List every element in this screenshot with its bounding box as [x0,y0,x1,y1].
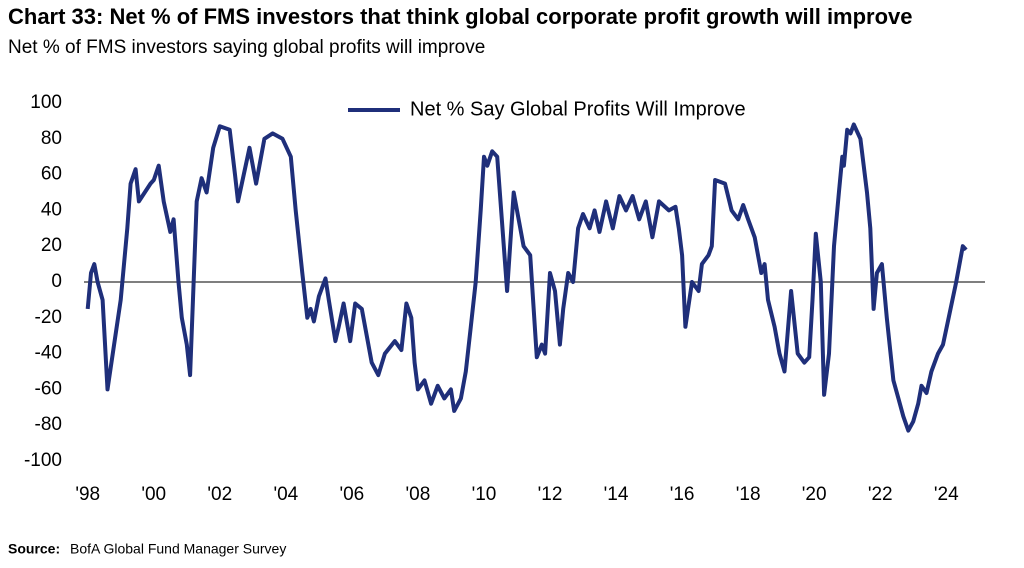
y-tick-label: 0 [51,271,62,292]
x-tick-label: '12 [538,484,563,505]
y-tick-label: 100 [30,92,62,113]
y-tick-label: -40 [35,343,62,364]
x-tick-label: '98 [75,484,100,505]
y-tick-label: -60 [35,378,62,399]
chart-subtitle: Net % of FMS investors saying global pro… [8,37,485,58]
x-tick-label: '16 [670,484,695,505]
x-tick-label: '20 [802,484,827,505]
series-line [85,122,968,433]
x-tick-label: '10 [472,484,497,505]
x-tick-label: '14 [604,484,629,505]
chart-title: Chart 33: Net % of FMS investors that th… [8,4,913,29]
y-tick-label: 60 [41,164,62,185]
x-tick-label: '02 [207,484,232,505]
x-tick-label: '06 [339,484,364,505]
y-tick-label: 20 [41,235,62,256]
y-tick-label: -100 [24,450,62,471]
y-tick-label: -80 [35,414,62,435]
legend-label: Net % Say Global Profits Will Improve [410,98,746,120]
y-tick-label: -20 [35,307,62,328]
source-label: Source: [8,541,60,557]
source: BofA Global Fund Manager Survey [70,541,286,557]
x-tick-label: '04 [273,484,298,505]
x-tick-label: '22 [868,484,893,505]
x-tick-label: '24 [934,484,959,505]
x-tick-label: '18 [736,484,761,505]
y-tick-label: 40 [41,199,62,220]
x-tick-label: '08 [406,484,431,505]
y-tick-label: 80 [41,128,62,149]
x-tick-label: '00 [141,484,166,505]
